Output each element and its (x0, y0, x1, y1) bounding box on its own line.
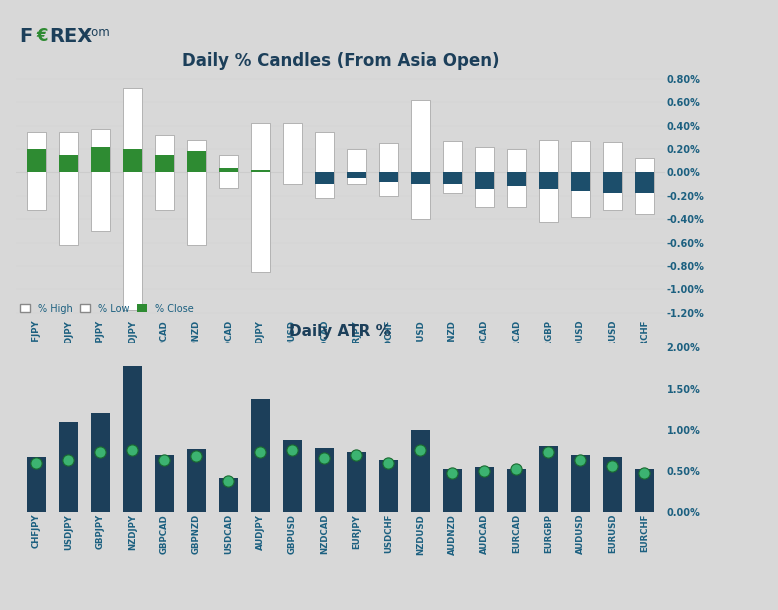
Legend: % High, % Low, % Close: % High, % Low, % Close (20, 304, 194, 314)
Bar (506, 173, 526, 187)
Bar (506, 149, 526, 207)
Point (126, 445, 138, 454)
Bar (635, 159, 654, 215)
Bar (251, 398, 270, 512)
Bar (219, 478, 238, 512)
Bar (571, 173, 590, 191)
Bar (635, 173, 654, 193)
Bar (59, 155, 78, 173)
Point (350, 450, 363, 459)
Bar (123, 149, 142, 173)
Bar (539, 140, 558, 221)
Bar (219, 168, 238, 173)
Text: €: € (37, 27, 48, 45)
Bar (315, 173, 334, 184)
Point (606, 461, 619, 471)
Bar (219, 155, 238, 188)
Bar (251, 170, 270, 173)
Bar (123, 365, 142, 512)
Bar (26, 132, 46, 210)
Point (158, 456, 170, 465)
Point (510, 464, 523, 473)
Bar (187, 449, 206, 512)
Bar (539, 173, 558, 189)
Bar (475, 173, 494, 189)
Bar (603, 142, 622, 210)
Bar (91, 414, 110, 512)
Bar (635, 468, 654, 512)
Text: F: F (19, 27, 33, 46)
Point (414, 445, 426, 454)
Bar (123, 88, 142, 310)
Bar (155, 135, 174, 210)
Bar (411, 173, 430, 184)
Bar (282, 440, 302, 512)
Point (318, 453, 331, 463)
Bar (315, 448, 334, 512)
Bar (571, 141, 590, 217)
Bar (282, 123, 302, 184)
Bar (379, 143, 398, 196)
Point (62, 456, 75, 465)
Point (286, 445, 299, 454)
Bar (26, 149, 46, 173)
Text: .com: .com (82, 26, 110, 38)
Bar (443, 141, 462, 193)
Point (574, 456, 587, 465)
Bar (155, 454, 174, 512)
Point (446, 468, 458, 478)
Bar (347, 452, 366, 512)
Bar (91, 129, 110, 231)
Title: Daily % Candles (From Asia Open): Daily % Candles (From Asia Open) (181, 52, 499, 70)
Bar (603, 173, 622, 193)
Bar (571, 454, 590, 512)
Bar (347, 149, 366, 184)
Bar (251, 123, 270, 271)
Text: REX: REX (49, 27, 93, 46)
Point (382, 458, 394, 468)
Point (638, 468, 650, 478)
Bar (475, 467, 494, 512)
Title: Daily ATR %: Daily ATR % (289, 325, 391, 339)
Bar (603, 457, 622, 512)
Bar (411, 100, 430, 219)
Bar (379, 461, 398, 512)
Point (254, 447, 267, 457)
Bar (59, 422, 78, 512)
Point (94, 447, 107, 457)
Bar (347, 173, 366, 178)
Bar (187, 140, 206, 245)
Bar (187, 151, 206, 173)
Bar (315, 132, 334, 198)
Point (190, 451, 202, 461)
Point (542, 447, 555, 457)
Bar (91, 147, 110, 173)
Bar (411, 430, 430, 512)
Point (223, 476, 235, 486)
Point (478, 466, 491, 476)
Bar (26, 457, 46, 512)
Bar (443, 468, 462, 512)
Bar (59, 132, 78, 245)
Bar (539, 447, 558, 512)
Bar (443, 173, 462, 184)
Bar (379, 173, 398, 182)
Point (30, 458, 43, 468)
Bar (506, 468, 526, 512)
Bar (155, 155, 174, 173)
Bar (475, 147, 494, 207)
